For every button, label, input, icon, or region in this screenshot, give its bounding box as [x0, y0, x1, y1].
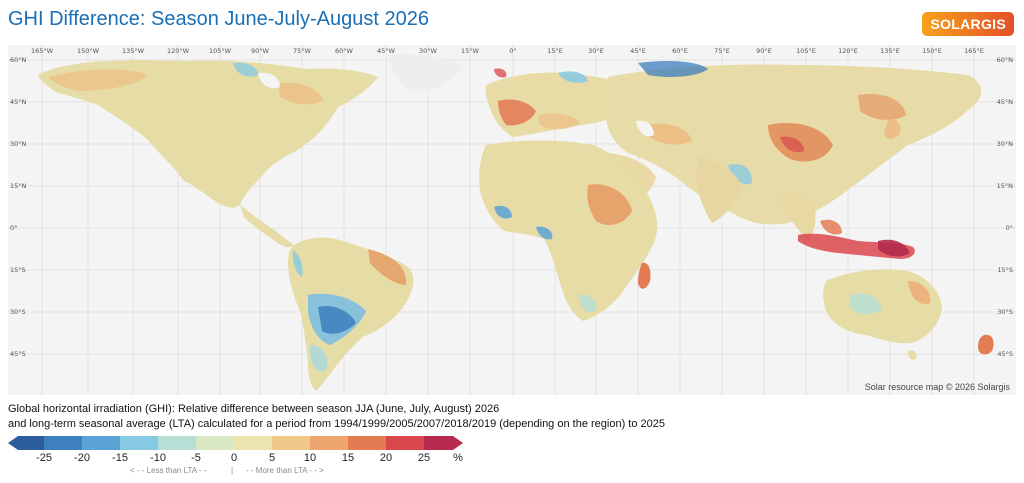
- lon-label: 15°W: [461, 47, 480, 55]
- legend-swatch: [424, 436, 463, 450]
- legend-swatch: [386, 436, 424, 450]
- lon-label: 165°E: [964, 47, 984, 55]
- lon-label: 45°W: [377, 47, 396, 55]
- lon-label: 150°E: [922, 47, 942, 55]
- legend-swatch: [348, 436, 386, 450]
- legend-tick: -15: [112, 452, 128, 464]
- lon-label: 120°E: [838, 47, 858, 55]
- lat-label-left: 30°N: [10, 140, 27, 148]
- new-zealand-landmass: [978, 334, 994, 355]
- lat-label-left: 30°S: [10, 308, 26, 316]
- lon-label: 90°E: [756, 47, 772, 55]
- lat-label-right: 0°: [1006, 224, 1013, 232]
- lon-label: 135°E: [880, 47, 900, 55]
- japan-landmass: [884, 119, 901, 139]
- greenland-landmass: [388, 54, 463, 92]
- legend-swatch: [310, 436, 348, 450]
- lat-label-left: 15°S: [10, 266, 26, 274]
- legend-swatch: [44, 436, 82, 450]
- legend-tick: %: [453, 452, 463, 464]
- lon-label: 90°W: [251, 47, 270, 55]
- legend-swatch: [8, 436, 44, 450]
- legend-tick: -20: [74, 452, 90, 464]
- lon-label: 150°W: [77, 47, 100, 55]
- lat-label-right: 60°N: [997, 56, 1014, 64]
- africa-landmass: [479, 140, 658, 321]
- legend-tick-labels: -25 -20 -15 -10 -5 0 5 10 15 20 25 %: [8, 452, 478, 466]
- india-landmass: [696, 157, 742, 223]
- legend-tick: -10: [150, 452, 166, 464]
- lon-label: 30°W: [419, 47, 438, 55]
- lat-label-left: 45°N: [10, 98, 27, 106]
- legend-tick: 5: [268, 452, 276, 464]
- map-title: GHI Difference: Season June-July-August …: [8, 8, 429, 30]
- legend-tick: 15: [341, 452, 355, 464]
- central-america-landmass: [240, 205, 294, 248]
- lon-label: 0°: [509, 47, 516, 55]
- lat-label-left: 45°S: [10, 350, 26, 358]
- legend-tick: -5: [191, 452, 201, 464]
- world-map: 165°W 150°W 135°W 120°W 105°W 90°W 75°W …: [8, 45, 1016, 395]
- solargis-logo: SOLARGIS: [922, 12, 1014, 36]
- lon-label: 135°W: [122, 47, 145, 55]
- legend-more-label: - - More than LTA - - >: [246, 466, 324, 475]
- lon-label: 120°W: [167, 47, 190, 55]
- lon-label: 165°W: [31, 47, 54, 55]
- lat-label-right: 30°N: [997, 140, 1014, 148]
- lat-label-right: 45°S: [997, 350, 1013, 358]
- lon-label: 45°E: [630, 47, 646, 55]
- lat-label-left: 15°N: [10, 182, 27, 190]
- southeast-asia-landmass: [778, 193, 816, 241]
- lat-label-right: 30°S: [997, 308, 1013, 316]
- lon-label: 105°W: [209, 47, 232, 55]
- lat-label-right: 45°N: [997, 98, 1014, 106]
- legend-swatch: [120, 436, 158, 450]
- description-line: Global horizontal irradiation (GHI): Rel…: [8, 403, 500, 415]
- lon-label: 105°E: [796, 47, 816, 55]
- legend-divider: |: [231, 466, 234, 475]
- lon-label: 30°E: [588, 47, 604, 55]
- lat-label-left: 0°: [10, 224, 17, 232]
- lat-label-left: 60°N: [10, 56, 27, 64]
- map-credit: Solar resource map © 2026 Solargis: [864, 382, 1010, 392]
- legend-tick: -25: [36, 452, 52, 464]
- lon-label: 75°W: [293, 47, 312, 55]
- legend-tick: 0: [230, 452, 238, 464]
- madagascar-landmass: [638, 262, 651, 289]
- legend-swatch: [234, 436, 272, 450]
- lat-label-right: 15°N: [997, 182, 1014, 190]
- lon-label: 60°W: [335, 47, 354, 55]
- lat-label-right: 15°S: [997, 266, 1013, 274]
- legend-swatch: [272, 436, 310, 450]
- legend-tick: 25: [417, 452, 431, 464]
- lon-label: 75°E: [714, 47, 730, 55]
- legend-tick: 10: [303, 452, 317, 464]
- legend-colorbar: [8, 436, 463, 450]
- legend-tick: 20: [379, 452, 393, 464]
- map-description: Global horizontal irradiation (GHI): Rel…: [8, 402, 665, 432]
- lon-label: 15°E: [547, 47, 563, 55]
- description-line: and long-term seasonal average (LTA) cal…: [8, 418, 665, 430]
- legend-swatch: [158, 436, 196, 450]
- legend-less-label: < - - Less than LTA - -: [130, 466, 207, 475]
- lon-label: 60°E: [672, 47, 688, 55]
- legend-swatch: [82, 436, 120, 450]
- legend-swatch: [196, 436, 234, 450]
